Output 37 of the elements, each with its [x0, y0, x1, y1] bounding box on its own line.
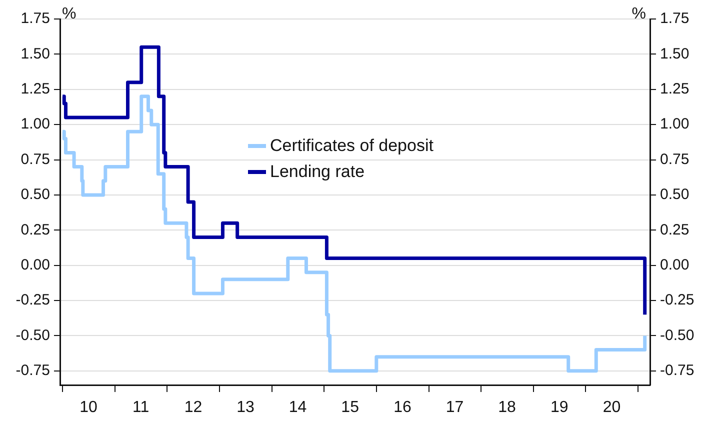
y2-tick-label: 0.25	[660, 221, 690, 238]
x-tick-label: 19	[550, 399, 568, 416]
x-tick-label: 15	[341, 399, 360, 416]
y-tick-label: 1.50	[20, 45, 50, 62]
y-tick-label: 1.00	[20, 116, 50, 133]
y2-tick-label: 1.00	[660, 116, 690, 133]
y-tick-label: 0.00	[20, 256, 50, 274]
y-tick-label: -0.25	[16, 292, 50, 309]
x-tick-label: 12	[184, 399, 202, 416]
y2-tick-label: 0.75	[660, 150, 690, 168]
y2-tick-label: 1.75	[660, 10, 690, 28]
x-tick-label: 18	[498, 399, 516, 416]
y-tick-label: 1.75	[20, 10, 50, 28]
y2-tick-label: -0.50	[660, 326, 694, 344]
y2-tick-label: -0.25	[660, 292, 694, 309]
y2-tick-label: 0.00	[660, 256, 690, 274]
x-tick-label: 13	[236, 399, 254, 416]
y2-tick-label: 0.50	[660, 186, 690, 204]
y-tick-label: -0.50	[16, 326, 50, 344]
legend-label: Certificates of deposit	[270, 136, 434, 156]
y2-axis-title: %	[632, 5, 646, 22]
y2-tick-label: -0.75	[660, 362, 694, 380]
y-tick-label: -0.75	[16, 362, 50, 380]
x-tick-label: 11	[132, 399, 150, 416]
x-tick-label: 14	[288, 399, 307, 416]
y-tick-label: 0.50	[20, 186, 50, 204]
y-tick-label: 1.25	[20, 80, 50, 98]
y-tick-label: 0.75	[20, 150, 50, 168]
x-tick-label: 10	[80, 399, 98, 416]
y2-tick-label: 1.25	[660, 80, 690, 98]
y2-tick-label: 1.50	[660, 45, 690, 62]
legend-label: Lending rate	[270, 162, 365, 182]
x-tick-label: 17	[446, 399, 464, 416]
x-tick-label: 16	[394, 399, 412, 416]
y-tick-label: 0.25	[20, 221, 50, 238]
x-tick-label: 20	[602, 399, 621, 416]
y-axis-title: %	[62, 5, 76, 22]
